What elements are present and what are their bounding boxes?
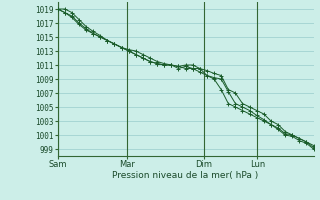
- X-axis label: Pression niveau de la mer( hPa ): Pression niveau de la mer( hPa ): [112, 171, 259, 180]
